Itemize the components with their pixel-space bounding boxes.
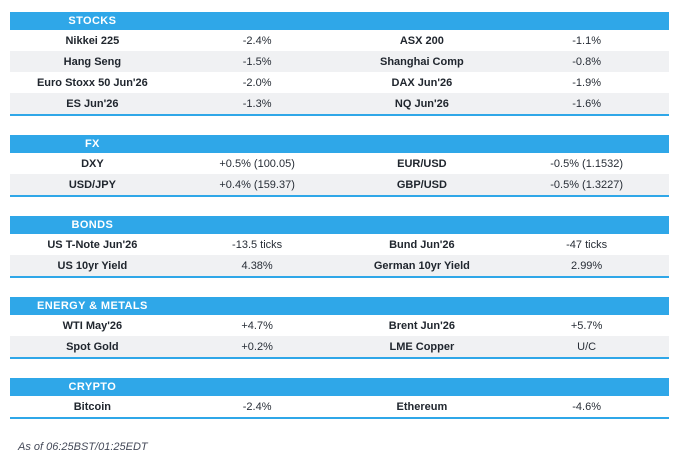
table-row: Euro Stoxx 50 Jun'26 -2.0% DAX Jun'26 -1… <box>10 72 669 93</box>
instrument-label: Euro Stoxx 50 Jun'26 <box>36 76 148 89</box>
table-row: DXY +0.5% (100.05) EUR/USD -0.5% (1.1532… <box>10 153 669 174</box>
instrument-label: LME Copper <box>389 340 455 353</box>
instrument-label: ES Jun'26 <box>66 97 119 110</box>
instrument-value: -0.8% <box>572 55 601 68</box>
instrument-value: -1.3% <box>242 97 272 110</box>
instrument-label: Shanghai Comp <box>380 55 464 68</box>
instrument-label: Ethereum <box>396 400 448 413</box>
instrument-value: 2.99% <box>571 259 603 272</box>
instrument-value: 4.38% <box>241 259 273 272</box>
instrument-label: US T-Note Jun'26 <box>47 238 138 251</box>
instrument-value: +0.2% <box>241 340 273 353</box>
table-row: USD/JPY +0.4% (159.37) GBP/USD -0.5% (1.… <box>10 174 669 195</box>
instrument-label: WTI May'26 <box>62 319 123 332</box>
instrument-value: -0.5% (1.3227) <box>550 178 623 191</box>
instrument-label: GBP/USD <box>396 178 447 191</box>
section-stocks: STOCKS Nikkei 225 -2.4% ASX 200 -1.1% Ha… <box>10 12 669 116</box>
section-header-energy-metals: ENERGY & METALS <box>10 297 669 315</box>
instrument-value: -1.6% <box>572 97 601 110</box>
section-header-stocks: STOCKS <box>10 12 669 30</box>
instrument-label: ASX 200 <box>399 34 444 47</box>
section-crypto: CRYPTO Bitcoin -2.4% Ethereum -4.6% <box>10 378 669 419</box>
instrument-value: +4.7% <box>241 319 273 332</box>
section-title: BONDS <box>71 219 114 231</box>
table-row: ES Jun'26 -1.3% NQ Jun'26 -1.6% <box>10 93 669 114</box>
instrument-value: U/C <box>577 340 597 353</box>
table-row: WTI May'26 +4.7% Brent Jun'26 +5.7% <box>10 315 669 336</box>
instrument-value: -1.5% <box>242 55 272 68</box>
instrument-label: US 10yr Yield <box>57 259 128 272</box>
instrument-label: DAX Jun'26 <box>391 76 453 89</box>
section-title: STOCKS <box>68 15 117 27</box>
instrument-label: German 10yr Yield <box>373 259 470 272</box>
instrument-value: -1.9% <box>572 76 601 89</box>
instrument-value: -13.5 ticks <box>232 238 283 251</box>
instrument-label: Hang Seng <box>63 55 122 68</box>
instrument-value: -2.4% <box>242 400 272 413</box>
table-row: US 10yr Yield 4.38% German 10yr Yield 2.… <box>10 255 669 276</box>
table-row: Spot Gold +0.2% LME Copper U/C <box>10 336 669 357</box>
table-row: Bitcoin -2.4% Ethereum -4.6% <box>10 396 669 417</box>
section-energy-metals: ENERGY & METALS WTI May'26 +4.7% Brent J… <box>10 297 669 359</box>
instrument-label: EUR/USD <box>397 157 447 170</box>
instrument-value: +0.4% (159.37) <box>219 178 295 191</box>
section-header-crypto: CRYPTO <box>10 378 669 396</box>
instrument-value: -4.6% <box>572 400 601 413</box>
section-title: ENERGY & METALS <box>37 300 148 312</box>
instrument-label: Spot Gold <box>66 340 119 353</box>
instrument-value: +0.5% (100.05) <box>219 157 295 170</box>
instrument-value: -2.4% <box>242 34 272 47</box>
section-title: CRYPTO <box>68 381 117 393</box>
instrument-value: -1.1% <box>572 34 601 47</box>
instrument-value: +5.7% <box>570 319 603 332</box>
section-title: FX <box>84 138 100 150</box>
table-row: Hang Seng -1.5% Shanghai Comp -0.8% <box>10 51 669 72</box>
table-row: Nikkei 225 -2.4% ASX 200 -1.1% <box>10 30 669 51</box>
instrument-label: Brent Jun'26 <box>388 319 455 332</box>
table-row: US T-Note Jun'26 -13.5 ticks Bund Jun'26… <box>10 234 669 255</box>
instrument-label: Bitcoin <box>73 400 112 413</box>
section-header-fx: FX <box>10 135 669 153</box>
instrument-label: Nikkei 225 <box>65 34 120 47</box>
section-header-bonds: BONDS <box>10 216 669 234</box>
instrument-value: -2.0% <box>242 76 272 89</box>
section-bonds: BONDS US T-Note Jun'26 -13.5 ticks Bund … <box>10 216 669 278</box>
instrument-value: -0.5% (1.1532) <box>550 157 623 170</box>
instrument-label: Bund Jun'26 <box>389 238 455 251</box>
instrument-value: -47 ticks <box>566 238 608 251</box>
instrument-label: NQ Jun'26 <box>394 97 449 110</box>
instrument-label: DXY <box>81 157 104 170</box>
market-wrap-table: STOCKS Nikkei 225 -2.4% ASX 200 -1.1% Ha… <box>10 12 669 453</box>
instrument-label: USD/JPY <box>68 178 116 191</box>
section-fx: FX DXY +0.5% (100.05) EUR/USD -0.5% (1.1… <box>10 135 669 197</box>
as-of-timestamp: As of 06:25BST/01:25EDT <box>18 441 148 453</box>
